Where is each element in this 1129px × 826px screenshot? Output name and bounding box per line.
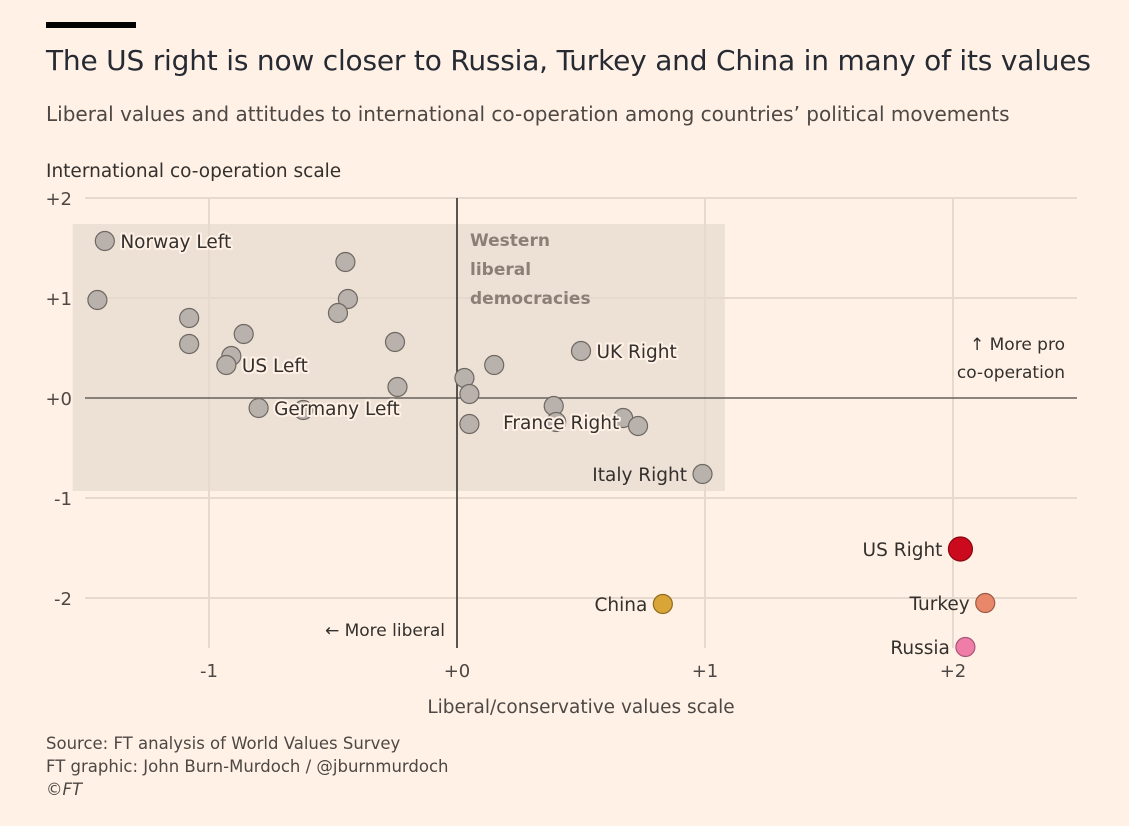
- copyright-note: ©FT: [46, 780, 83, 799]
- point-label: China: [594, 595, 647, 616]
- x-tick-label: -1: [200, 661, 218, 682]
- western-democracies-region: [72, 224, 725, 491]
- data-point: [216, 354, 237, 376]
- scatter-chart: +2 +1 +0 -1 -2 -1 +0 +1 +2 International co-opera…: [45, 161, 1077, 718]
- chart-title: The US right is now closer to Russia, Tu…: [46, 44, 1091, 77]
- data-point: [387, 376, 408, 398]
- y-tick-label: +1: [45, 289, 72, 310]
- chart-subtitle: Liberal values and attitudes to internat…: [46, 102, 1010, 126]
- y-tick-label: +0: [45, 389, 72, 410]
- y-axis-label: International co-operation scale: [46, 161, 341, 182]
- data-point: [459, 383, 480, 405]
- y-tick-label: +2: [45, 189, 72, 210]
- x-axis-label: Liberal/conservative values scale: [427, 697, 734, 718]
- footer: Source: FT analysis of World Values Surv…: [46, 732, 449, 801]
- data-point: [546, 411, 567, 433]
- source-note: Source: FT analysis of World Values Surv…: [46, 734, 401, 753]
- data-point: [248, 397, 269, 419]
- point-label: UK Right: [597, 342, 677, 363]
- y-tick-label: -1: [54, 489, 72, 510]
- data-point: [179, 333, 200, 355]
- data-point: [327, 302, 349, 324]
- region-label: Western: [470, 231, 550, 251]
- data-point: [94, 230, 115, 252]
- data-point: [570, 340, 592, 362]
- data-point: [335, 251, 356, 273]
- data-point: [179, 307, 200, 329]
- x-tick-label: +0: [444, 661, 471, 682]
- data-point: [955, 636, 976, 658]
- point-label: Italy Right: [592, 465, 687, 486]
- data-point: [87, 289, 108, 311]
- region-label: liberal: [470, 260, 531, 280]
- brand-bar: [46, 22, 136, 28]
- data-point: [975, 592, 996, 614]
- more-liberal-annotation: ← More liberal: [325, 621, 445, 641]
- x-tick-label: +2: [940, 661, 967, 682]
- data-point: [293, 399, 314, 421]
- y-tick-label: -2: [54, 589, 72, 610]
- point-label: Turkey: [909, 594, 970, 615]
- data-point: [459, 413, 480, 435]
- point-label: US Left: [242, 356, 308, 377]
- x-tick-label: +1: [692, 661, 719, 682]
- point-label: Norway Left: [120, 232, 231, 253]
- point-label: Germany Left: [274, 399, 400, 420]
- more-pro-annotation: co-operation: [957, 363, 1065, 383]
- credit-note: FT graphic: John Burn-Murdoch / @jburnmu…: [46, 757, 449, 776]
- data-point: [484, 354, 505, 376]
- data-point: [337, 288, 358, 310]
- data-point: [652, 593, 673, 615]
- data-point: [627, 415, 649, 437]
- data-point: [692, 463, 713, 485]
- data-point: [384, 331, 406, 353]
- region-label: democracies: [470, 289, 591, 309]
- more-pro-annotation: ↑ More pro: [970, 335, 1065, 355]
- data-point: [947, 536, 974, 562]
- point-label: France Right: [503, 413, 619, 434]
- data-point: [233, 323, 254, 345]
- point-label: Russia: [890, 638, 950, 659]
- point-label: US Right: [863, 540, 943, 561]
